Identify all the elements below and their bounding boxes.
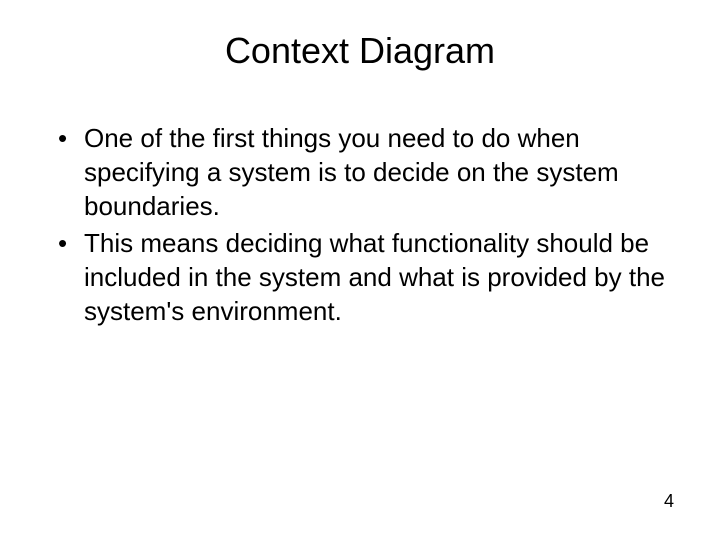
bullet-list: One of the first things you need to do w… [40,122,680,329]
slide: Context Diagram One of the first things … [0,0,720,540]
bullet-item: This means deciding what functionality s… [52,227,680,328]
slide-title: Context Diagram [40,30,680,72]
bullet-item: One of the first things you need to do w… [52,122,680,223]
page-number: 4 [664,491,674,512]
